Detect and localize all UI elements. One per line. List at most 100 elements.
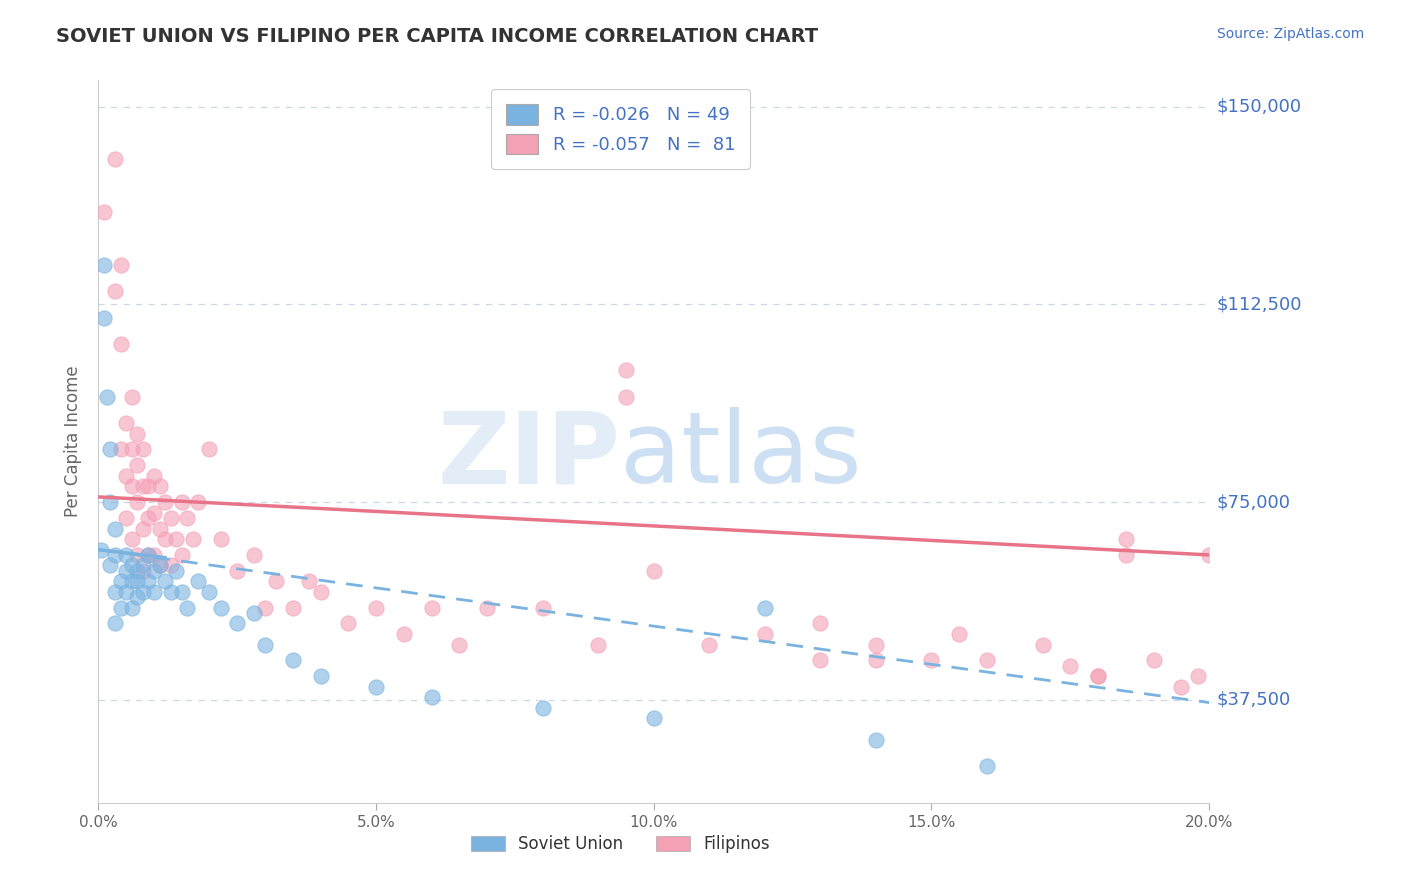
Point [754,600,776,615]
Point [1087,669,1109,683]
Point [176,511,198,525]
Point [115,548,138,562]
Point [170,495,193,509]
Point [110,600,132,615]
Point [104,585,127,599]
Point [1087,669,1109,683]
Point [153,574,176,589]
Point [614,363,637,377]
Point [121,558,143,573]
Point [1059,658,1081,673]
Point [176,600,198,615]
Point [209,532,232,546]
Legend: Soviet Union, Filipinos: Soviet Union, Filipinos [464,828,776,860]
Point [920,653,942,667]
Point [309,585,332,599]
Point [143,468,166,483]
Point [1143,653,1166,667]
Point [132,585,155,599]
Point [226,564,249,578]
Point [98,558,121,573]
Point [181,532,204,546]
Point [93,205,115,219]
Point [143,564,166,578]
Point [127,495,149,509]
Point [93,258,115,272]
Point [138,548,160,562]
Text: $37,500: $37,500 [1216,691,1291,709]
Point [392,627,415,641]
Point [90,542,112,557]
Point [121,600,143,615]
Point [187,574,209,589]
Point [165,564,187,578]
Point [132,564,155,578]
Point [153,495,176,509]
Point [1115,532,1137,546]
Point [281,600,304,615]
Point [104,153,127,167]
Point [132,442,155,457]
Point [121,574,143,589]
Point [138,574,160,589]
Point [132,558,155,573]
Point [643,711,665,725]
Point [754,627,776,641]
Point [115,416,138,430]
Point [93,310,115,325]
Point [1198,548,1220,562]
Point [475,600,499,615]
Point [127,564,149,578]
Text: $150,000: $150,000 [1216,97,1301,116]
Point [253,638,276,652]
Point [159,585,181,599]
Point [531,701,554,715]
Point [198,585,221,599]
Point [98,495,121,509]
Point [865,638,887,652]
Point [148,558,170,573]
Point [420,600,443,615]
Point [159,558,181,573]
Point [1032,638,1054,652]
Point [115,585,138,599]
Point [121,442,143,457]
Point [531,600,554,615]
Point [110,574,132,589]
Text: Source: ZipAtlas.com: Source: ZipAtlas.com [1216,27,1364,41]
Point [253,600,276,615]
Point [115,511,138,525]
Text: atlas: atlas [620,408,862,505]
Point [138,548,160,562]
Point [110,258,132,272]
Point [699,638,721,652]
Point [298,574,321,589]
Point [104,284,127,298]
Point [948,627,970,641]
Point [976,759,998,773]
Y-axis label: Per Capita Income: Per Capita Income [65,366,83,517]
Point [810,616,832,631]
Point [143,506,166,520]
Point [110,337,132,351]
Point [143,548,166,562]
Point [96,390,118,404]
Point [264,574,287,589]
Point [1170,680,1192,694]
Point [865,653,887,667]
Point [170,585,193,599]
Point [127,574,149,589]
Point [198,442,221,457]
Point [127,590,149,604]
Point [127,458,149,473]
Point [366,680,388,694]
Point [104,548,127,562]
Point [1187,669,1209,683]
Point [115,564,138,578]
Point [337,616,360,631]
Text: ZIP: ZIP [437,408,620,505]
Point [127,548,149,562]
Point [104,616,127,631]
Point [810,653,832,667]
Point [98,46,121,61]
